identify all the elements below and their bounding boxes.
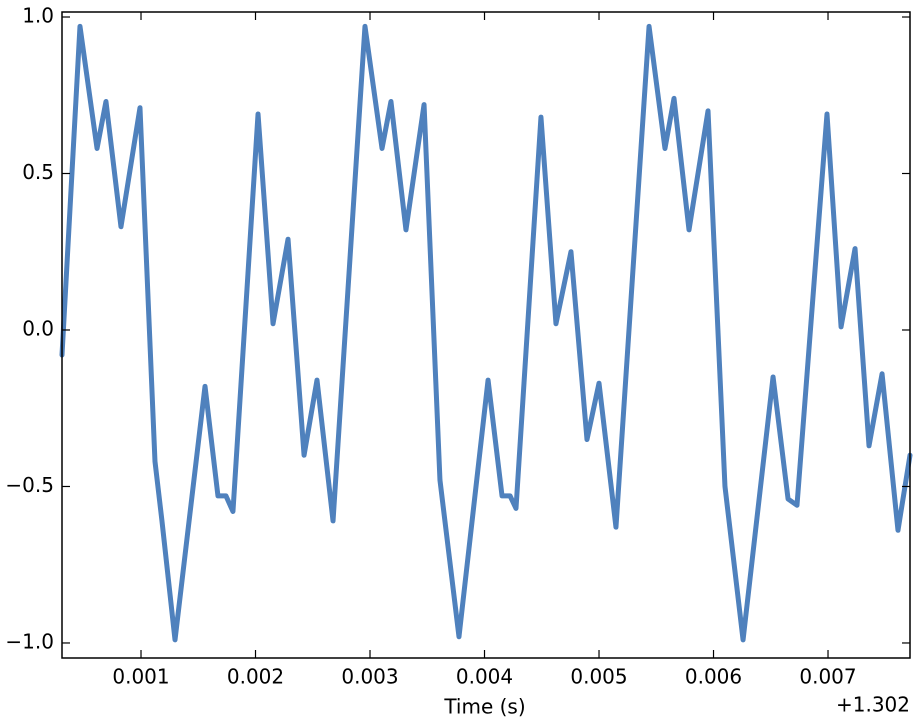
- plot-frame: [61, 11, 911, 659]
- x-tick-label: 0.003: [341, 665, 398, 689]
- y-tick-label: −1.0: [5, 629, 54, 653]
- y-tick-label: 1.0: [22, 4, 54, 28]
- y-tick-label: 0.5: [22, 160, 54, 184]
- x-tick-label: 0.006: [685, 665, 742, 689]
- x-tick-label: 0.002: [227, 665, 284, 689]
- x-tick-label: 0.007: [799, 665, 856, 689]
- x-tick-label: 0.005: [570, 665, 627, 689]
- x-tick-label: 0.001: [112, 665, 169, 689]
- x-axis-label: Time (s): [443, 695, 525, 719]
- y-tick-label: −0.5: [5, 473, 54, 497]
- data-line: [59, 23, 913, 643]
- x-tick-label: 0.004: [456, 665, 513, 689]
- x-offset-label: +1.302: [836, 693, 910, 717]
- y-tick-label: 0.0: [22, 316, 54, 340]
